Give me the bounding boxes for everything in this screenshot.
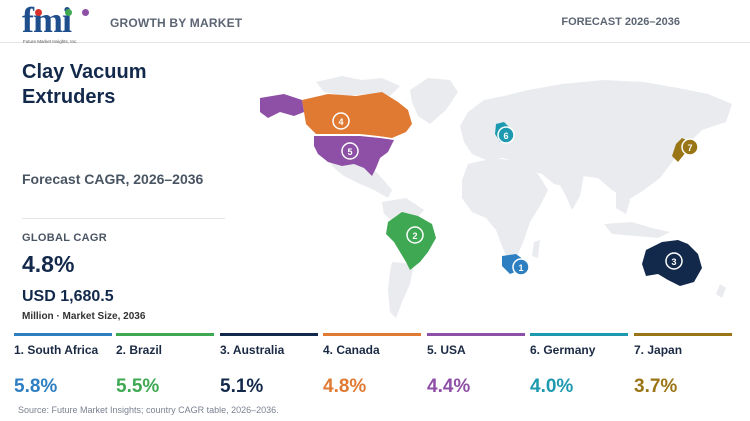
source-note: Source: Future Market Insights; country …: [18, 405, 279, 415]
country-card-canada[interactable]: 4. Canada 4.8%: [323, 333, 421, 403]
card-country-name: 2. Brazil: [116, 343, 163, 357]
card-country-name: 4. Canada: [323, 343, 380, 357]
rank-label-7: 7: [687, 143, 692, 153]
market-size-label: Million · Market Size, 2036: [22, 311, 146, 322]
card-accent-bar: [634, 333, 732, 336]
land-new-zealand: [716, 284, 726, 298]
country-card-south-africa[interactable]: 1. South Africa 5.8%: [14, 333, 112, 403]
global-cagr-value: 4.8%: [22, 251, 75, 277]
rank-label-2: 2: [412, 231, 417, 241]
card-cagr-value: 5.1%: [220, 376, 264, 397]
rank-marker-5[interactable]: 5: [341, 142, 359, 160]
card-country-name: 1. South Africa: [14, 343, 99, 357]
page-subtitle: Forecast CAGR, 2026–2036: [22, 171, 204, 187]
land-greenland: [410, 78, 458, 124]
land-indonesia: [604, 222, 670, 238]
card-cagr-value: 4.0%: [530, 376, 574, 397]
logo-dot-green-icon: [65, 9, 72, 16]
country-card-australia[interactable]: 3. Australia 5.1%: [220, 333, 318, 403]
card-country-name: 5. USA: [427, 343, 466, 357]
country-card-brazil[interactable]: 2. Brazil 5.5%: [116, 333, 214, 403]
card-accent-bar: [427, 333, 525, 336]
card-cagr-value: 5.5%: [116, 376, 160, 397]
card-country-name: 3. Australia: [220, 343, 285, 357]
world-map: 1 2 3 4 5 6 7: [260, 76, 732, 318]
logo-wordmark: fmi: [22, 0, 72, 40]
land-southeast-asia: [616, 192, 630, 214]
country-card-usa[interactable]: 5. USA 4.4%: [427, 333, 525, 403]
card-country-name: 7. Japan: [634, 343, 683, 357]
country-card-japan[interactable]: 7. Japan 3.7%: [634, 333, 732, 403]
card-accent-bar: [116, 333, 214, 336]
rank-marker-4[interactable]: 4: [332, 112, 350, 130]
rank-marker-7[interactable]: 7: [681, 138, 699, 156]
market-size-value: USD 1,680.5: [22, 288, 114, 305]
land-southern-cone: [388, 262, 414, 318]
page-title: Clay Vacuum Extruders: [22, 61, 147, 108]
rank-label-4: 4: [338, 117, 343, 127]
rank-label-3: 3: [671, 257, 676, 267]
rank-marker-6[interactable]: 6: [497, 126, 515, 144]
logo-dot-purple-icon: [82, 9, 89, 16]
global-cagr-label: GLOBAL CAGR: [22, 232, 107, 244]
land-central-america: [328, 160, 392, 198]
card-cagr-value: 4.4%: [427, 376, 471, 397]
card-accent-bar: [530, 333, 628, 336]
fmi-logo[interactable]: fmi Future Market Insights, Inc.: [22, 2, 92, 46]
card-cagr-value: 5.8%: [14, 376, 58, 397]
country-canada[interactable]: [302, 92, 412, 138]
header-bar: fmi Future Market Insights, Inc. GROWTH …: [0, 0, 750, 46]
rank-label-5: 5: [347, 147, 352, 157]
land-arctic-islands: [316, 76, 400, 96]
country-card-germany[interactable]: 6. Germany 4.0%: [530, 333, 628, 403]
divider: [22, 218, 225, 219]
country-usa-alaska[interactable]: [260, 94, 304, 118]
logo-dot-red-icon: [35, 9, 42, 16]
card-cagr-value: 4.8%: [323, 376, 367, 397]
rank-marker-1[interactable]: 1: [512, 258, 530, 276]
land-india: [558, 172, 584, 210]
rank-label-1: 1: [518, 263, 523, 273]
rank-marker-2[interactable]: 2: [406, 226, 424, 244]
logo-tagline: Future Market Insights, Inc.: [23, 39, 78, 44]
rank-label-6: 6: [503, 131, 508, 141]
forecast-label: FORECAST 2026–2036: [561, 16, 680, 28]
card-accent-bar: [323, 333, 421, 336]
card-accent-bar: [14, 333, 112, 336]
land-africa: [462, 158, 548, 260]
land-madagascar: [532, 240, 540, 258]
card-country-name: 6. Germany: [530, 343, 596, 357]
card-accent-bar: [220, 333, 318, 336]
rank-marker-3[interactable]: 3: [665, 252, 683, 270]
section-label: GROWTH BY MARKET: [110, 16, 243, 30]
land-uk: [478, 110, 490, 128]
card-cagr-value: 3.7%: [634, 376, 678, 397]
